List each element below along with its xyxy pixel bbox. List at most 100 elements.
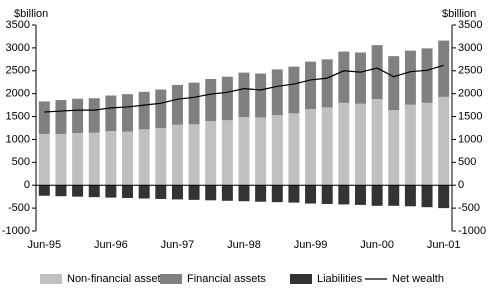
y-tick-label: -500 — [8, 202, 30, 214]
bar-segment — [205, 185, 217, 201]
bar-segment — [255, 73, 267, 118]
bar-segment — [404, 104, 416, 186]
y-tick-label: 3500 — [6, 19, 30, 31]
bar-segment — [438, 96, 450, 186]
bar-segment — [72, 133, 84, 186]
bar-segment — [55, 100, 67, 134]
legend-swatch — [40, 274, 62, 284]
bar-segment — [138, 185, 150, 199]
y-tick-label: 1500 — [6, 110, 30, 122]
bar-segment — [122, 131, 134, 186]
y-tick-label: 1000 — [6, 133, 30, 145]
bar-segment — [88, 98, 100, 133]
bar-segment — [205, 79, 217, 122]
bar-segment — [438, 185, 450, 209]
bar-segment — [55, 133, 67, 186]
y-tick-label: 0 — [24, 179, 30, 191]
bar-segment — [338, 102, 350, 186]
bar-segment — [321, 185, 333, 204]
y2-tick-label: 3500 — [458, 19, 482, 31]
bar-segment — [338, 51, 350, 103]
bar-segment — [354, 103, 366, 186]
bar-segment — [171, 84, 183, 125]
bar-segment — [288, 66, 300, 114]
bar-segment — [371, 99, 383, 186]
y2-tick-label: 2000 — [458, 88, 482, 100]
x-tick-label: Jun-00 — [360, 239, 394, 251]
x-tick-label: Jun-97 — [161, 239, 195, 251]
bar-segment — [221, 185, 233, 201]
y-tick-label: -1000 — [2, 225, 30, 237]
bar-segment — [305, 61, 317, 110]
bar-segment — [288, 185, 300, 203]
y2-tick-label: 3000 — [458, 42, 482, 54]
x-tick-label: Jun-98 — [227, 239, 261, 251]
legend-swatch — [160, 274, 182, 284]
bar-segment — [354, 185, 366, 205]
bar-segment — [421, 48, 433, 103]
bar-segment — [155, 89, 167, 128]
bar-segment — [338, 185, 350, 205]
bar-segment — [122, 185, 134, 199]
y2-tick-label: 1000 — [458, 133, 482, 145]
y-unit-label: $billion — [14, 8, 48, 20]
bar-segment — [105, 95, 117, 132]
y-tick-label: 2000 — [6, 88, 30, 100]
bar-segment — [388, 185, 400, 206]
bar-segment — [105, 185, 117, 198]
bar-segment — [421, 102, 433, 186]
bar-segment — [371, 185, 383, 206]
legend-label: Liabilities — [317, 273, 363, 285]
y-tick-label: 500 — [12, 156, 30, 168]
bar-segment — [255, 117, 267, 186]
legend-label: Financial assets — [187, 273, 266, 285]
line — [44, 64, 444, 113]
legend-label: Non-financial assets — [67, 273, 167, 285]
bar-segment — [155, 128, 167, 186]
bar-segment — [88, 132, 100, 186]
y2-tick-label: 0 — [458, 179, 464, 191]
bar-segment — [255, 185, 267, 202]
bar-segment — [138, 129, 150, 186]
bar-segment — [321, 107, 333, 186]
bar-segment — [188, 124, 200, 186]
bar-segment — [438, 40, 450, 97]
bar-segment — [72, 185, 84, 197]
bar-segment — [288, 113, 300, 186]
bar-segment — [155, 185, 167, 199]
bar-segment — [388, 110, 400, 186]
bar-segment — [88, 185, 100, 198]
bar-segment — [72, 98, 84, 134]
bar-segment — [271, 115, 283, 186]
bar-segment — [305, 185, 317, 204]
y2-tick-label: -500 — [458, 202, 480, 214]
bar-segment — [238, 72, 250, 118]
bar-segment — [221, 76, 233, 121]
bar-segment — [38, 133, 50, 186]
bar-segment — [55, 185, 67, 197]
bar-segment — [388, 56, 400, 111]
bar-segment — [138, 91, 150, 130]
bar-segment — [404, 50, 416, 105]
x-tick-label: Jun-01 — [427, 239, 461, 251]
y2-tick-label: 2500 — [458, 65, 482, 77]
x-tick-label: Jun-96 — [94, 239, 128, 251]
x-tick-label: Jun-99 — [294, 239, 328, 251]
bar-segment — [38, 185, 50, 196]
bar-segment — [221, 120, 233, 186]
bar-segment — [371, 45, 383, 100]
bar-segment — [171, 124, 183, 186]
bar-segment — [188, 185, 200, 200]
bar-segment — [271, 185, 283, 203]
bar-segment — [171, 185, 183, 200]
bar-segment — [105, 131, 117, 186]
bar-segment — [38, 101, 50, 134]
bar-segment — [271, 69, 283, 116]
bar-segment — [205, 121, 217, 186]
bar-segment — [238, 117, 250, 186]
bar-segment — [188, 82, 200, 125]
legend-swatch — [290, 274, 312, 284]
y2-tick-label: 1500 — [458, 110, 482, 122]
y-tick-label: 3000 — [6, 42, 30, 54]
